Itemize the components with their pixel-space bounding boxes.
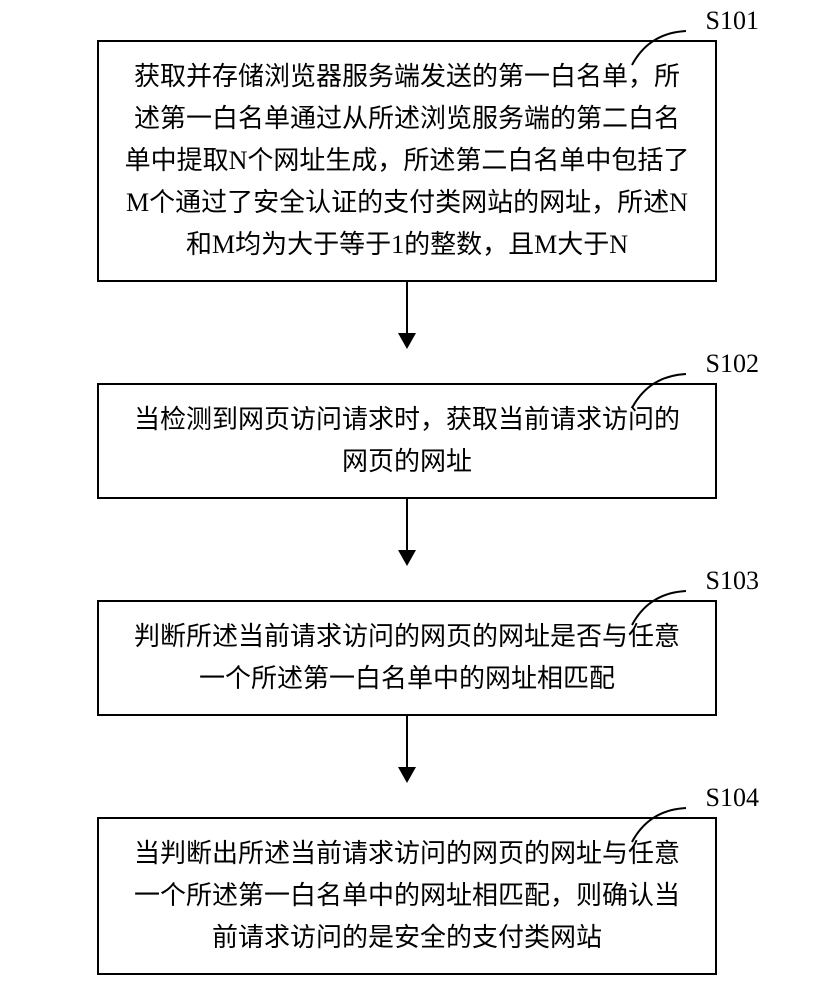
step-s103: S103判断所述当前请求访问的网页的网址是否与任意一个所述第一白名单中的网址相匹… bbox=[45, 600, 769, 716]
arrow-head bbox=[398, 550, 416, 566]
step-box: 获取并存储浏览器服务端发送的第一白名单，所述第一白名单通过从所述浏览服务端的第二… bbox=[97, 40, 717, 282]
callout-curve bbox=[629, 588, 689, 628]
step-box: 当检测到网页访问请求时，获取当前请求访问的网页的网址 bbox=[97, 383, 717, 499]
callout-curve bbox=[629, 805, 689, 845]
step-s102: S102当检测到网页访问请求时，获取当前请求访问的网页的网址 bbox=[45, 383, 769, 499]
step-label: S104 bbox=[706, 783, 759, 813]
callout-curve bbox=[629, 371, 689, 411]
step-box: 判断所述当前请求访问的网页的网址是否与任意一个所述第一白名单中的网址相匹配 bbox=[97, 600, 717, 716]
arrow-head bbox=[398, 767, 416, 783]
arrow-down-icon bbox=[398, 282, 416, 349]
arrow-down-icon bbox=[398, 716, 416, 783]
step-s101: S101获取并存储浏览器服务端发送的第一白名单，所述第一白名单通过从所述浏览服务… bbox=[45, 40, 769, 282]
step-label: S101 bbox=[706, 6, 759, 36]
step-label: S102 bbox=[706, 349, 759, 379]
step-label: S103 bbox=[706, 566, 759, 596]
arrow-line bbox=[406, 716, 408, 768]
step-s104: S104当判断出所述当前请求访问的网页的网址与任意一个所述第一白名单中的网址相匹… bbox=[45, 817, 769, 975]
callout-curve bbox=[629, 28, 689, 68]
step-box: 当判断出所述当前请求访问的网页的网址与任意一个所述第一白名单中的网址相匹配，则确… bbox=[97, 817, 717, 975]
arrow-line bbox=[406, 282, 408, 334]
arrow-down-icon bbox=[398, 499, 416, 566]
arrow-line bbox=[406, 499, 408, 551]
arrow-head bbox=[398, 333, 416, 349]
